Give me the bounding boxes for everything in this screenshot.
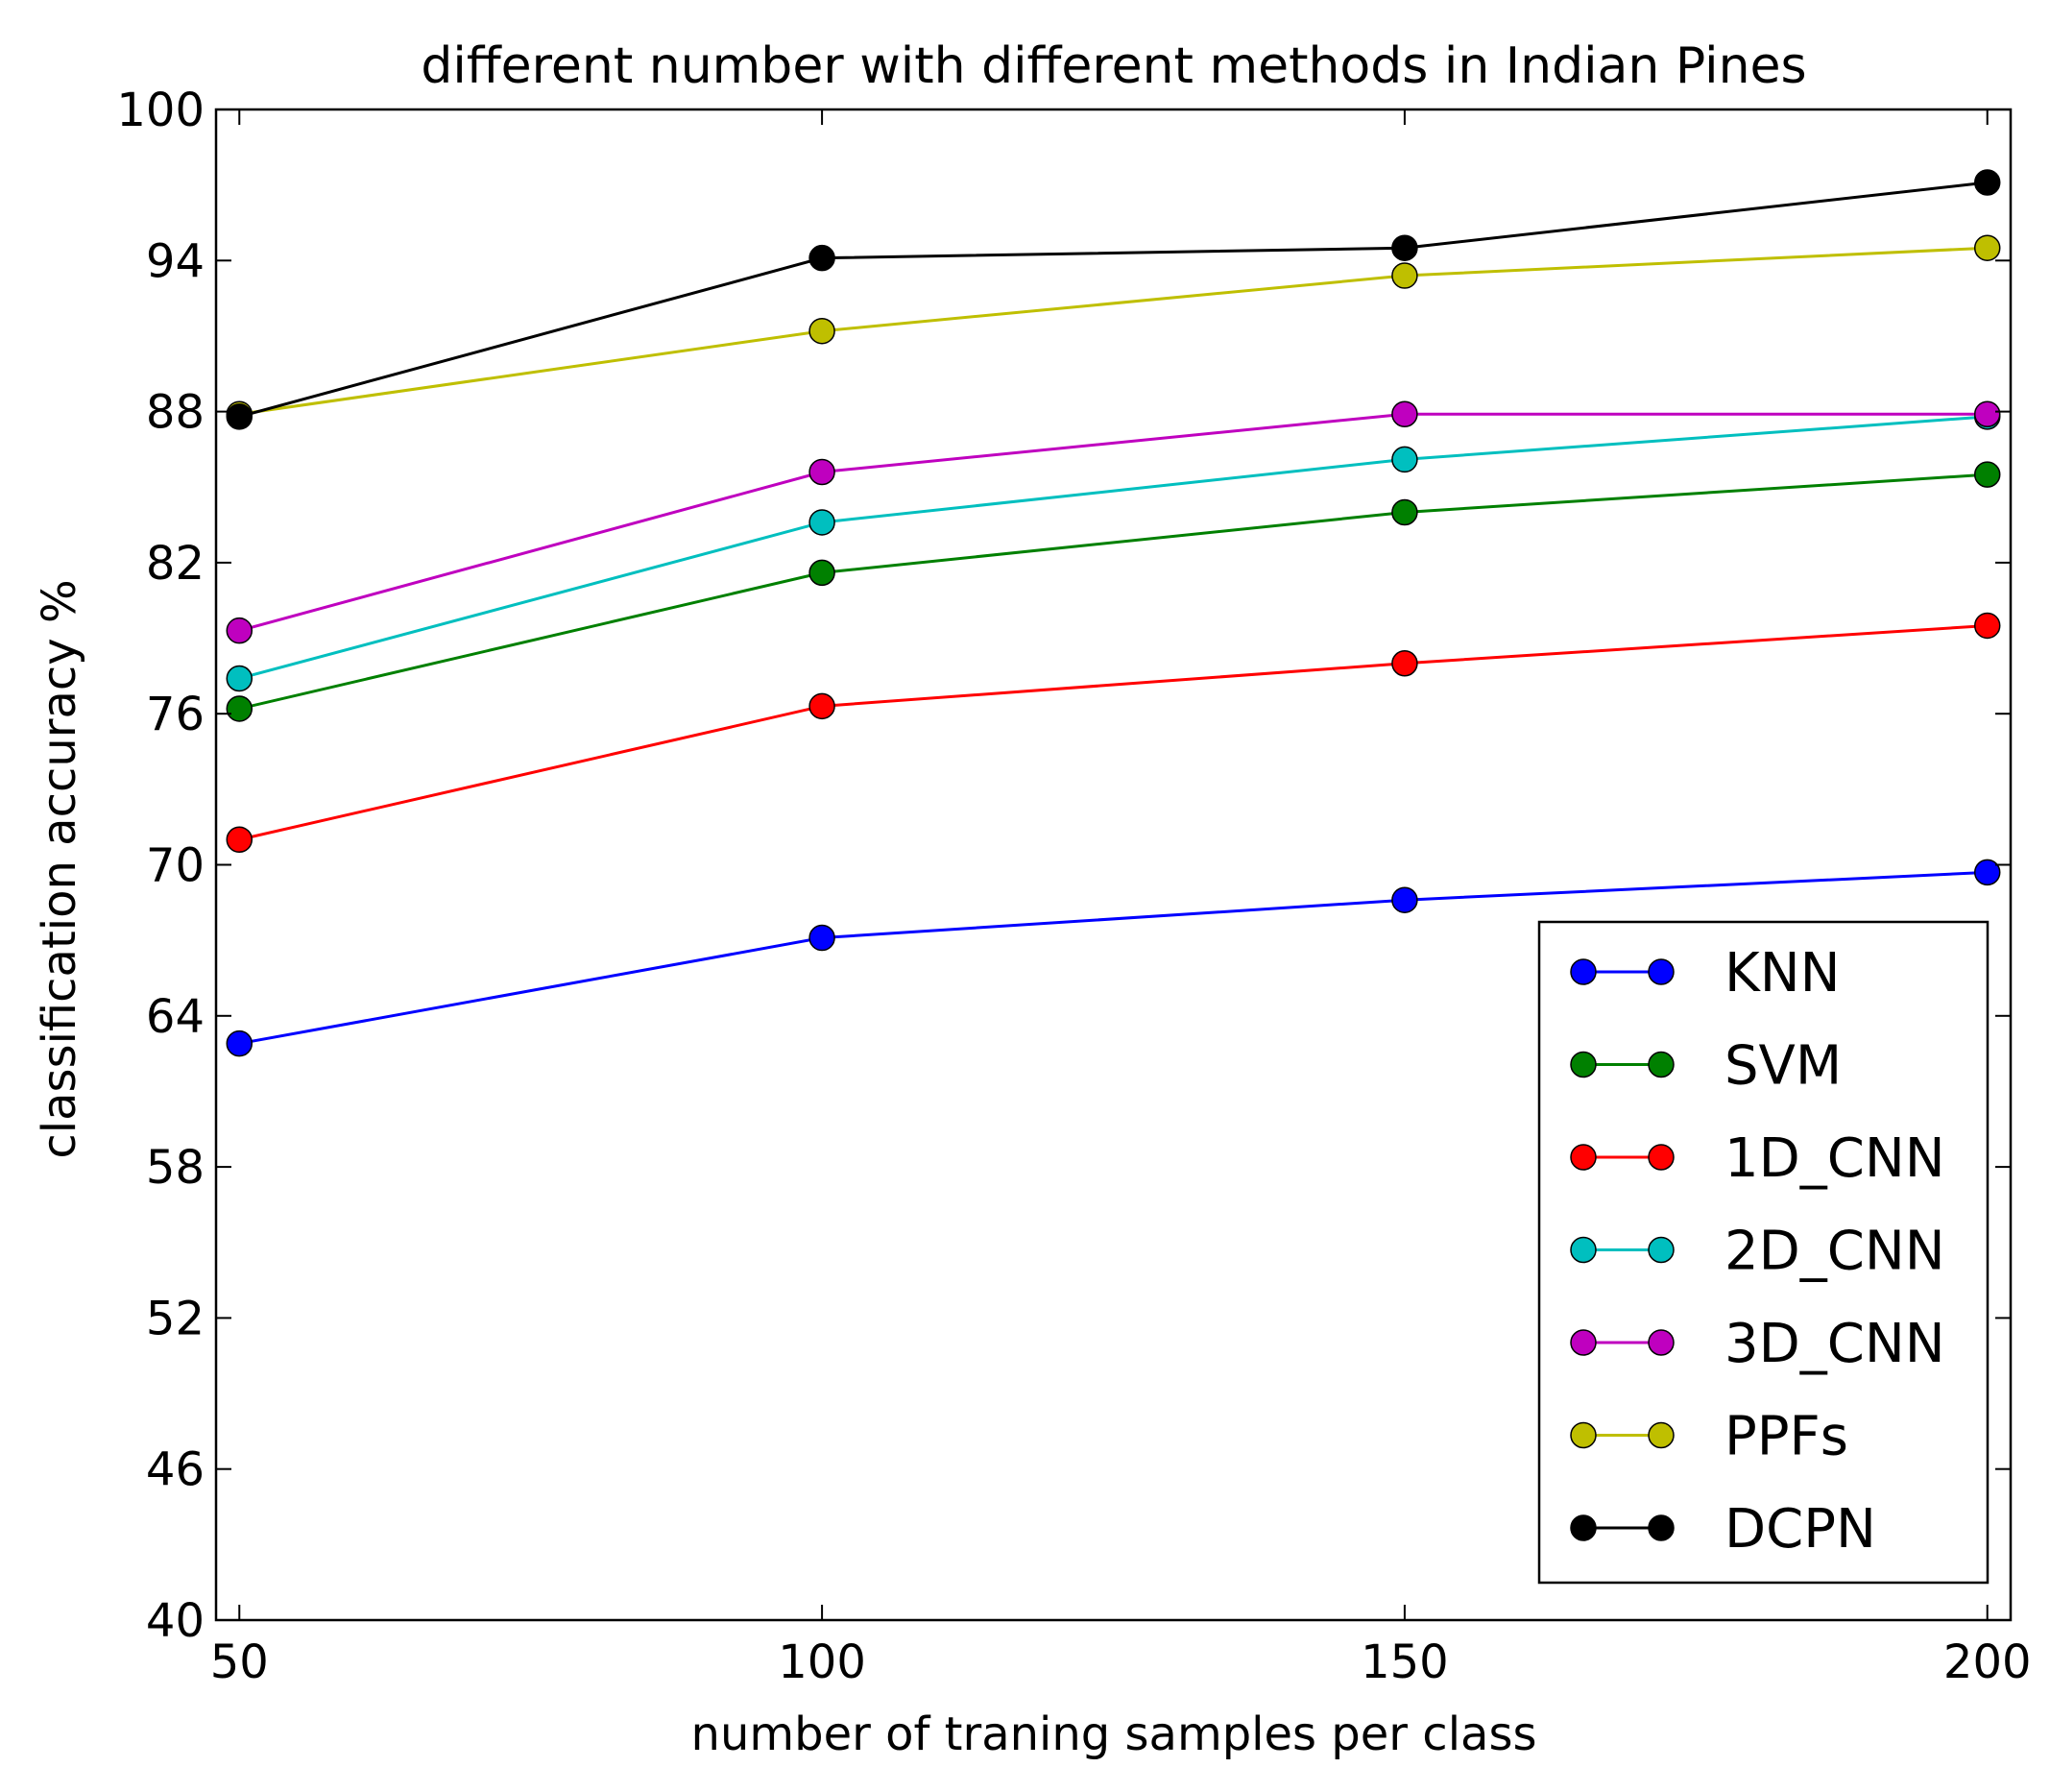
legend-marker: [1648, 1144, 1675, 1171]
legend-marker: [1570, 1514, 1597, 1541]
legend-item: 2D_CNN: [1570, 1221, 1945, 1283]
legend-box: [1537, 920, 1990, 1585]
data-point: [808, 692, 835, 720]
legend: KNN SVM 1D_CNN 2D_CNN 3D_CNN PPFs DCPN: [1537, 920, 1990, 1585]
legend-marker: [1648, 1329, 1675, 1356]
legend-marker: [1570, 1144, 1597, 1171]
series-line: [238, 623, 1988, 841]
legend-label: DCPN: [1724, 1498, 1876, 1561]
y-tick-label: 82: [146, 537, 205, 591]
x-tick-label: 50: [210, 1635, 269, 1689]
series-knn: [226, 859, 2001, 1057]
data-point: [1391, 400, 1418, 427]
series-line: [239, 870, 1988, 1046]
y-tick-label: 52: [146, 1292, 205, 1345]
legend-marker: [1648, 1514, 1675, 1541]
x-tick-label: 150: [1361, 1635, 1449, 1689]
data-point: [226, 403, 253, 430]
series-line: [238, 415, 1988, 680]
series-svm: [226, 461, 2001, 722]
series-1d-cnn: [226, 612, 2001, 854]
data-point: [226, 665, 253, 692]
y-tick-label: 40: [146, 1594, 205, 1648]
data-point: [226, 695, 253, 722]
legend-label: 3D_CNN: [1724, 1313, 1945, 1375]
data-point: [808, 317, 835, 345]
data-point: [226, 1029, 253, 1057]
legend-marker: [1570, 1421, 1597, 1449]
data-point: [1973, 234, 2001, 261]
data-point: [808, 244, 835, 272]
data-point: [1391, 234, 1418, 261]
series-line: [239, 246, 1988, 416]
data-point: [808, 509, 835, 536]
data-point: [1973, 612, 2001, 640]
y-tick-label: 70: [146, 839, 205, 893]
legend-item: DCPN: [1570, 1498, 1876, 1561]
legend-label: PPFs: [1724, 1406, 1848, 1468]
axis-ticks: 40 46 52 58 64 70 76 82 88 94 100 50 100 150 200: [116, 84, 2031, 1689]
y-tick-label: 46: [146, 1443, 205, 1497]
data-point: [1973, 400, 2001, 427]
data-point: [1391, 498, 1418, 526]
y-tick-label: 94: [146, 234, 205, 288]
y-tick-label: 100: [116, 84, 205, 137]
series-line: [238, 181, 1988, 419]
series-3d-cnn: [226, 400, 2001, 644]
x-tick-label: 200: [1943, 1635, 2032, 1689]
legend-item: 3D_CNN: [1570, 1313, 1945, 1375]
chart-title: different number with different methods …: [421, 37, 1806, 95]
y-tick-label: 76: [146, 688, 205, 741]
x-axis-label: number of traning samples per class: [691, 1707, 1537, 1761]
series-dcpn: [226, 169, 2001, 430]
legend-label: SVM: [1724, 1035, 1842, 1098]
legend-marker: [1570, 1051, 1597, 1078]
data-point: [1391, 886, 1418, 913]
data-point: [1973, 859, 2001, 886]
data-point: [1973, 169, 2001, 196]
legend-marker: [1570, 958, 1597, 985]
y-tick-label: 64: [146, 990, 205, 1044]
legend-marker: [1648, 1051, 1675, 1078]
data-point: [1391, 262, 1418, 289]
data-point: [808, 924, 835, 952]
y-axis-label: classification accuracy %: [33, 579, 86, 1158]
data-point: [808, 458, 835, 486]
series-line: [238, 412, 1988, 633]
legend-item: 1D_CNN: [1570, 1127, 1945, 1190]
x-tick-label: 100: [778, 1635, 866, 1689]
data-point: [226, 617, 253, 644]
series-group: [226, 169, 2001, 1057]
legend-label: 1D_CNN: [1724, 1127, 1945, 1190]
series-line: [238, 472, 1988, 711]
data-point: [1391, 446, 1418, 473]
legend-marker: [1570, 1236, 1597, 1264]
data-point: [226, 826, 253, 854]
legend-label: 2D_CNN: [1724, 1221, 1945, 1283]
legend-marker: [1648, 1236, 1675, 1264]
legend-label: KNN: [1724, 942, 1841, 1005]
data-point: [1973, 461, 2001, 488]
data-point: [808, 559, 835, 587]
y-tick-label: 58: [146, 1141, 205, 1195]
legend-item: KNN: [1570, 942, 1841, 1005]
y-tick-label: 88: [146, 386, 205, 440]
legend-item: SVM: [1570, 1035, 1842, 1098]
legend-marker: [1648, 958, 1675, 985]
legend-marker: [1570, 1329, 1597, 1356]
legend-item: PPFs: [1570, 1406, 1848, 1468]
data-point: [1391, 650, 1418, 677]
legend-marker: [1648, 1421, 1675, 1449]
